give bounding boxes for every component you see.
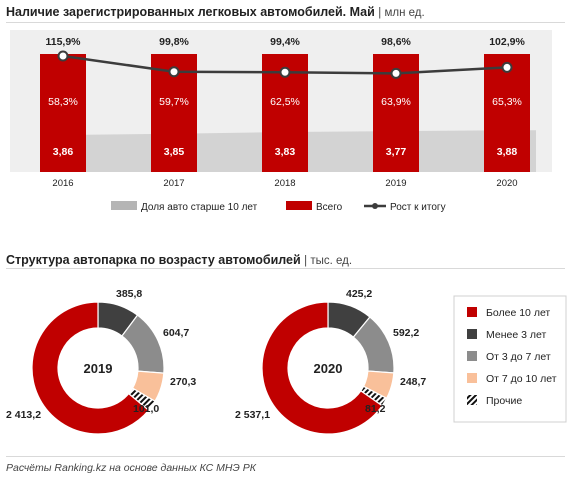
legend-label-line: Рост к итогу: [390, 202, 446, 213]
legend-label-area: Доля авто старше 10 лет: [141, 202, 258, 213]
line-value-label-2019: 98,6%: [381, 36, 411, 48]
line-point-2017: [168, 66, 180, 78]
donut-2020-value-under-3: 425,2: [346, 288, 372, 300]
donut-2019-center-label: 2019: [84, 361, 113, 376]
bar-value-label-2019: 3,77: [386, 146, 407, 158]
donut-legend-swatch-under-3: [467, 329, 477, 339]
x-tick-2018: 2018: [274, 178, 295, 189]
bar-value-label-2018: 3,83: [275, 146, 296, 158]
area-share-label-2017: 59,7%: [159, 96, 189, 108]
series-area-older-10: [86, 130, 536, 172]
donut-2019-value-under-3: 385,8: [116, 288, 142, 300]
chart2-title: Структура автопарка по возрасту автомоби…: [6, 253, 352, 267]
line-point-2019: [390, 67, 402, 79]
donut-legend-label-3-7: От 3 до 7 лет: [486, 351, 551, 363]
line-layer: [57, 50, 513, 79]
bar-total-2020: [484, 54, 530, 172]
bar-value-label-2020: 3,88: [497, 146, 518, 158]
bar-value-label-2016: 3,86: [53, 146, 74, 158]
legend-swatch-bar: [286, 201, 312, 210]
legend-label-bar: Всего: [316, 202, 343, 213]
chart1-title-text: Наличие зарегистрированных легковых авто…: [6, 5, 375, 19]
x-tick-2017: 2017: [163, 178, 184, 189]
chart2-title-text: Структура автопарка по возрасту автомоби…: [6, 253, 301, 267]
line-point-2016: [57, 50, 69, 62]
fleet-age-donuts: 2019 2 413,2 385,8 604,7 270,3 101,0 2020 2 53…: [6, 288, 567, 435]
area-share-label-2020: 65,3%: [492, 96, 522, 108]
footer-divider: [6, 456, 565, 457]
chart1-unit: | млн ед.: [378, 7, 425, 19]
donut-2020-value-other: 81,2: [365, 403, 386, 415]
donut-2019-slice-older-10: [31, 301, 150, 435]
donut-legend-label-older-10: Более 10 лет: [486, 307, 550, 319]
legend-swatch-line-marker: [372, 203, 378, 209]
bar-value-label-2017: 3,85: [164, 146, 185, 158]
donut-legend-label-other: Прочие: [486, 395, 522, 407]
donut-legend-label-7-10: От 7 до 10 лет: [486, 373, 557, 385]
donut-2020-value-7-10: 248,7: [400, 376, 426, 388]
donut-2019-value-7-10: 270,3: [170, 376, 196, 388]
line-point-2018: [279, 66, 291, 78]
registered-cars-chart: 3,86 58,3% 2016 3,85 59,7% 2017 3,83 62,5% 2018 3…: [10, 30, 552, 213]
source-note: Расчёты Ranking.kz на основе данных КС М…: [6, 462, 256, 474]
chart1-title: Наличие зарегистрированных легковых авто…: [6, 5, 425, 19]
chart2-unit: | тыс. ед.: [304, 255, 353, 267]
title-divider-2: [6, 268, 565, 269]
donut-legend-label-under-3: Менее 3 лет: [486, 329, 546, 341]
donut-2020-value-older-10: 2 537,1: [235, 409, 270, 421]
donut-legend-swatch-other: [467, 395, 477, 405]
donut-legend-swatch-older-10: [467, 307, 477, 317]
x-tick-2020: 2020: [496, 178, 517, 189]
line-value-label-2020: 102,9%: [489, 36, 525, 48]
donut-legend-box: [453, 295, 567, 423]
line-value-label-2018: 99,4%: [270, 36, 300, 48]
donut-2019-value-other: 101,0: [133, 403, 159, 415]
area-share-label-2018: 62,5%: [270, 96, 300, 108]
bar-total-2016: [40, 54, 86, 172]
area-share-label-2016: 58,3%: [48, 96, 78, 108]
labels-layer: 3,86 58,3% 2016 3,85 59,7% 2017 3,83 62,5% 2018 3…: [45, 36, 525, 189]
donut-legend-swatch-7-10: [467, 373, 477, 383]
line-value-label-2016: 115,9%: [45, 36, 81, 48]
title-divider: [6, 22, 565, 23]
donut-2020-center-label: 2020: [314, 361, 343, 376]
line-point-2020: [501, 61, 513, 73]
x-tick-2016: 2016: [52, 178, 73, 189]
donut-2020-slice-older-10: [261, 301, 383, 435]
donut-2019-value-3-7: 604,7: [163, 327, 189, 339]
donut-2020-value-3-7: 592,2: [393, 327, 419, 339]
x-tick-2019: 2019: [385, 178, 406, 189]
line-value-label-2017: 99,8%: [159, 36, 189, 48]
donut-2019: 2019 2 413,2 385,8 604,7 270,3 101,0: [6, 288, 196, 435]
area-layer: [86, 130, 536, 172]
area-share-label-2019: 63,9%: [381, 96, 411, 108]
donut-legend: Более 10 лет Менее 3 лет От 3 до 7 лет От 7…: [467, 307, 557, 407]
legend-swatch-area: [111, 201, 137, 210]
donut-2019-value-older-10: 2 413,2: [6, 409, 41, 421]
donut-2020: 2020 2 537,1 425,2 592,2 248,7 81,2: [235, 288, 426, 435]
chart1-legend: Доля авто старше 10 лет Всего Рост к итогу: [111, 201, 446, 213]
donut-legend-swatch-3-7: [467, 351, 477, 361]
